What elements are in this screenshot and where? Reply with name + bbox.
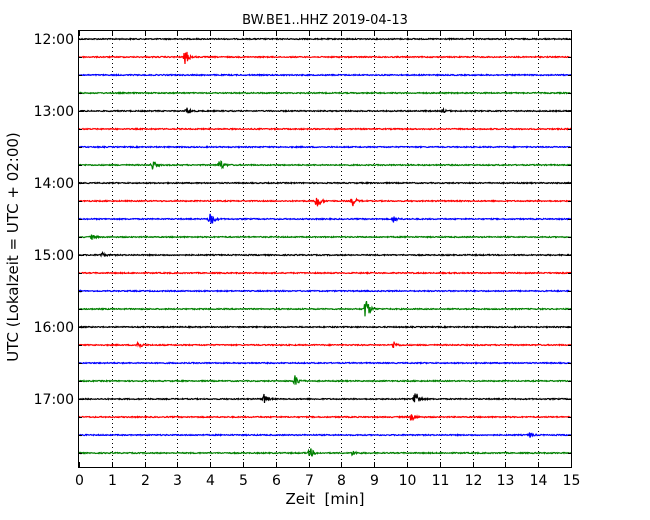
seismic-trace <box>79 51 572 65</box>
x-tick-label: 15 <box>563 473 581 489</box>
seismic-trace <box>78 432 572 438</box>
x-tick-label: 11 <box>432 473 450 489</box>
seismic-trace <box>78 197 572 207</box>
seismic-trace <box>78 145 572 149</box>
x-tick-label: 1 <box>108 473 117 489</box>
seismic-trace <box>78 213 572 224</box>
x-tick-label: 6 <box>272 473 281 489</box>
x-tick-label: 12 <box>465 473 483 489</box>
x-tick-label: 0 <box>75 473 84 489</box>
y-tick-label: 16:00 <box>34 320 74 336</box>
x-tick-label: 9 <box>370 473 379 489</box>
seismic-trace <box>78 234 572 240</box>
seismic-trace <box>78 37 572 41</box>
y-tick-label: 12:00 <box>34 32 74 48</box>
grid-layer <box>112 31 539 467</box>
plot-frame <box>78 30 572 468</box>
x-tick-label: 5 <box>239 473 248 489</box>
seismic-trace <box>78 127 572 131</box>
x-tick-label: 7 <box>305 473 314 489</box>
y-tick-label: 14:00 <box>34 176 74 192</box>
y-tick-label: 13:00 <box>34 104 74 120</box>
y-axis-label: UTC (Lokalzeit = UTC + 02:00) <box>4 132 22 362</box>
seismic-trace <box>79 300 572 317</box>
seismic-trace <box>78 160 572 170</box>
seismic-trace <box>78 91 572 95</box>
x-tick-label: 3 <box>173 473 182 489</box>
seismic-trace <box>78 375 572 386</box>
x-axis-label: Zeit [min] <box>285 490 364 508</box>
seismic-trace <box>78 73 572 77</box>
y-tick-label: 17:00 <box>34 392 74 408</box>
trace-layer <box>78 37 572 458</box>
x-tick-label: 8 <box>337 473 346 489</box>
seismic-trace <box>79 250 571 258</box>
x-tick-label: 13 <box>497 473 515 489</box>
x-tick-label: 2 <box>141 473 150 489</box>
x-tick-label: 4 <box>206 473 215 489</box>
seismic-trace <box>78 181 572 185</box>
y-tick-label: 15:00 <box>34 248 74 264</box>
seismic-trace <box>78 448 572 458</box>
chart-title: BW.BE1..HHZ 2019-04-13 <box>242 13 408 28</box>
seismic-trace <box>78 340 572 349</box>
seismic-trace <box>78 271 572 275</box>
seismic-trace <box>78 361 571 365</box>
seismic-trace <box>79 106 572 114</box>
seismic-trace <box>78 325 572 329</box>
seismic-trace <box>78 414 572 421</box>
tick-layer: 0 1 2 3 4 5 6 7 8 9 10 11 12 13 14 1512:0013:0014:0015:… <box>34 31 581 489</box>
x-tick-label: 10 <box>399 473 417 489</box>
seismic-trace <box>78 393 572 404</box>
x-tick-label: 14 <box>530 473 548 489</box>
seismic-trace <box>78 289 571 293</box>
